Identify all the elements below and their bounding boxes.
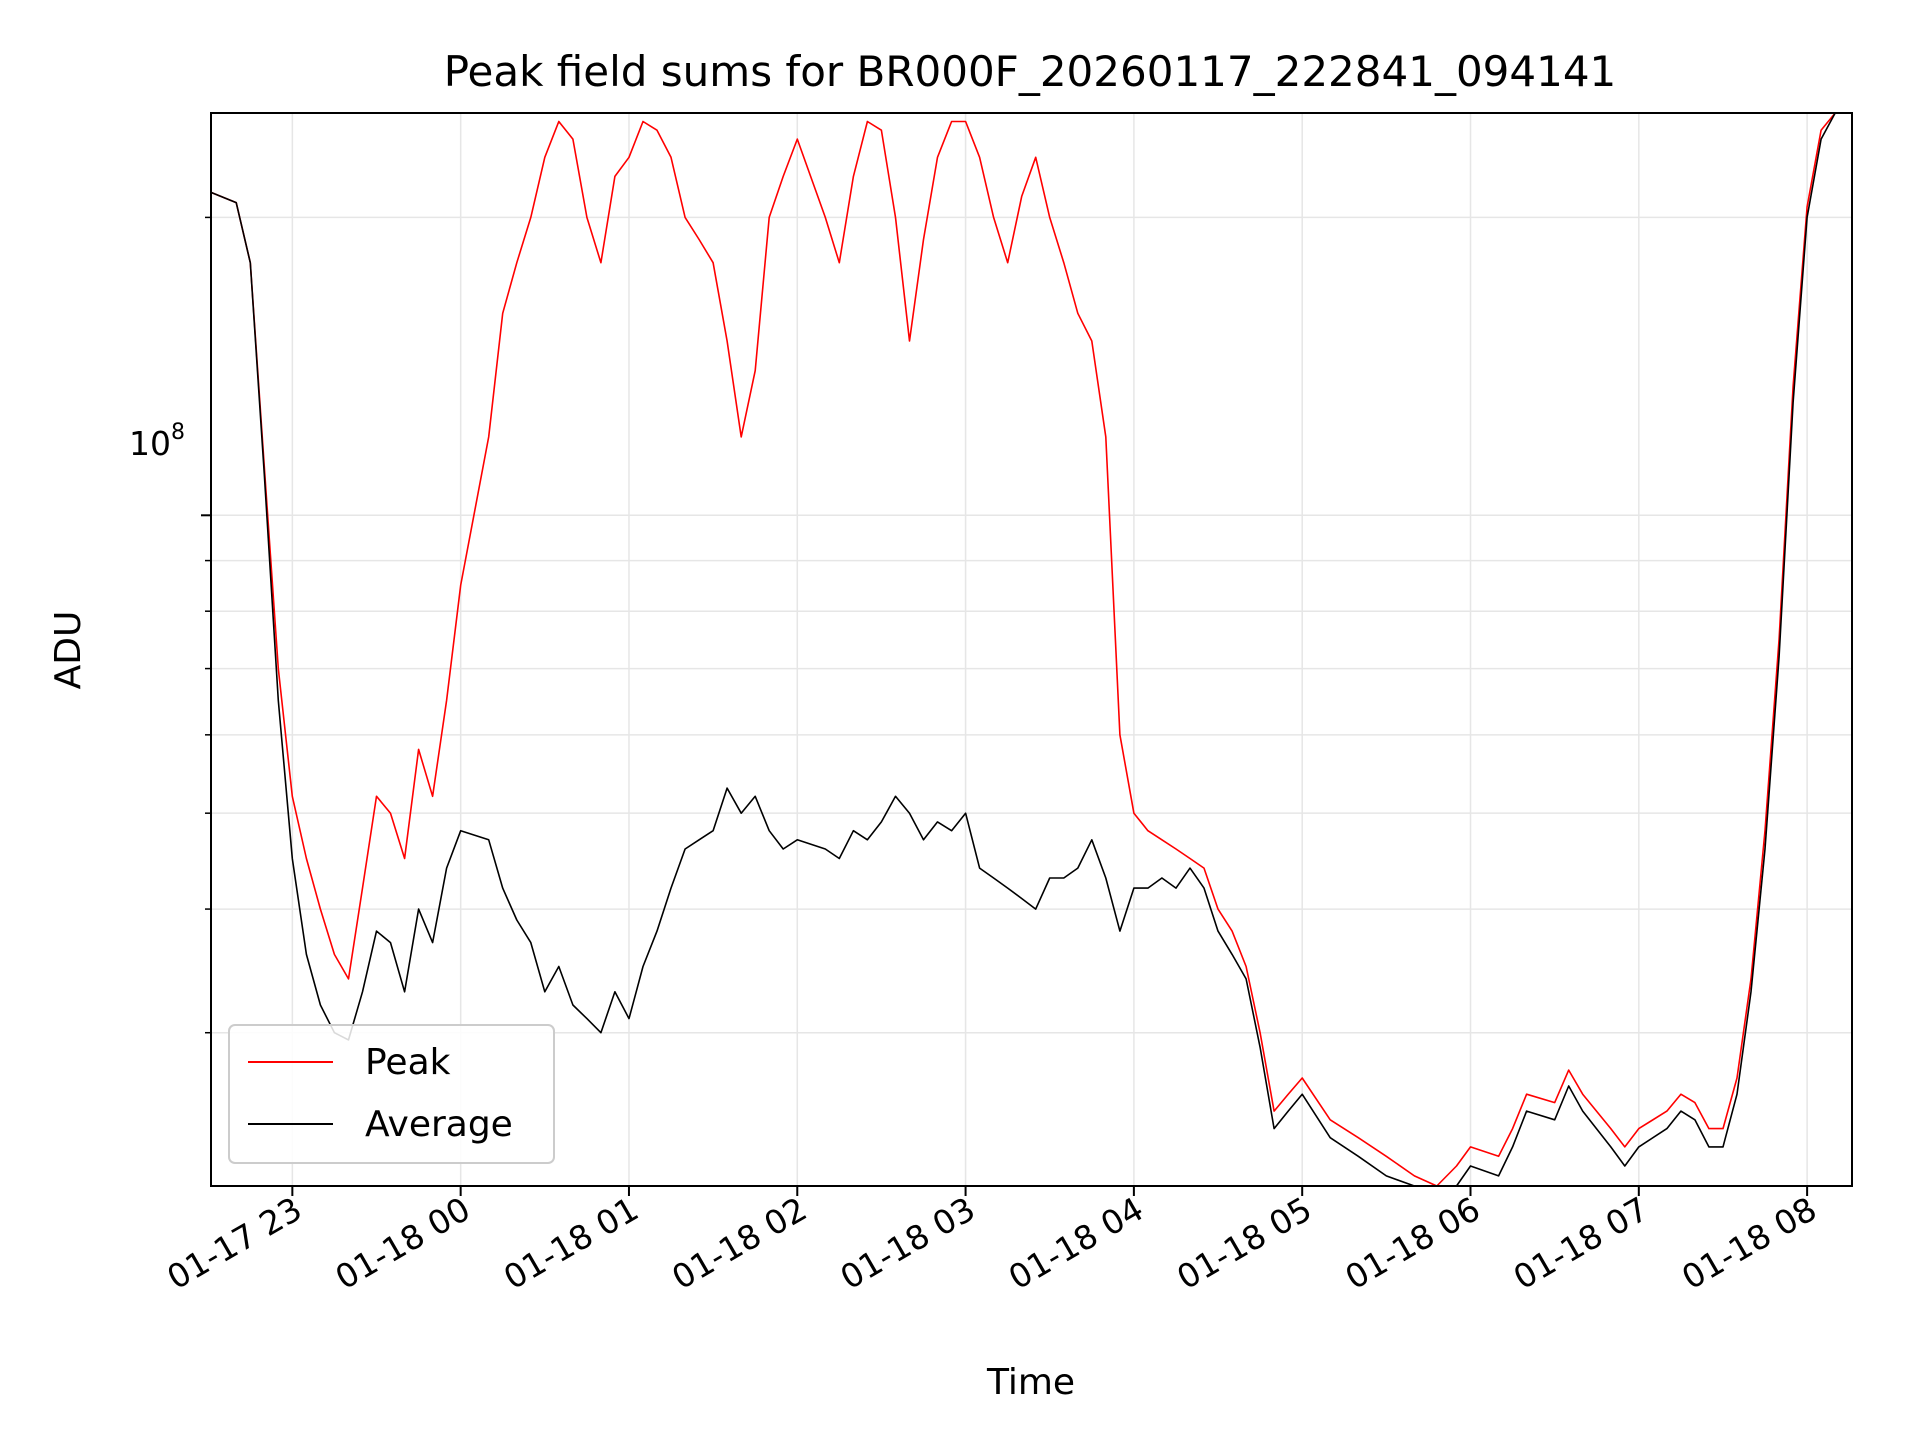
y-tick-label: 108 xyxy=(129,420,185,463)
series-line-average xyxy=(210,112,1852,1187)
legend: Peak Average xyxy=(228,1024,555,1164)
series-line-peak xyxy=(210,112,1852,1187)
grid xyxy=(211,113,1852,1186)
x-axis-label: Time xyxy=(986,1362,1075,1403)
legend-label-average: Average xyxy=(365,1104,513,1145)
y-axis-label: ADU xyxy=(48,611,89,690)
y-tick-base: 10 xyxy=(129,424,171,463)
chart-title: Peak field sums for BR000F_20260117_2228… xyxy=(444,47,1617,96)
y-tick-exponent: 8 xyxy=(171,420,185,445)
legend-box xyxy=(228,1024,555,1164)
plot-series xyxy=(210,112,1852,1187)
legend-label-peak: Peak xyxy=(365,1042,451,1083)
plot-frame xyxy=(210,112,1853,1187)
